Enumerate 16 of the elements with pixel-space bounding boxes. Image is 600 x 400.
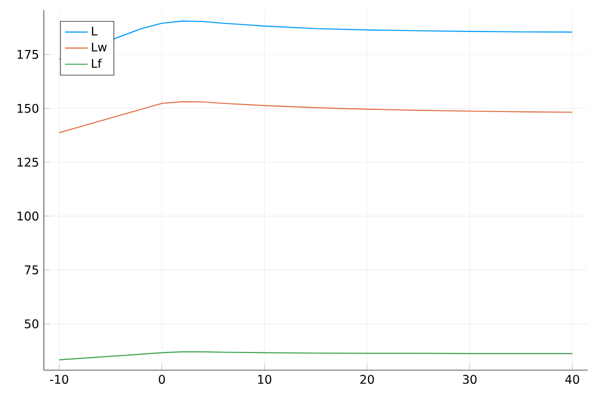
x-tick-label: 20 bbox=[360, 374, 374, 384]
x-tick-label: 10 bbox=[258, 374, 272, 384]
line-series bbox=[58, 101, 573, 134]
y-tick-label: 100 bbox=[18, 212, 38, 221]
x-tick-label: 0 bbox=[158, 374, 165, 384]
legend-label: Lf bbox=[92, 58, 102, 68]
x-tick-label: 40 bbox=[565, 374, 580, 384]
legend-label: Lw bbox=[92, 42, 107, 52]
x-tick-label: 30 bbox=[463, 374, 477, 384]
y-tick-label: 50 bbox=[24, 319, 38, 328]
y-tick-label: 150 bbox=[18, 104, 38, 113]
y-tick-label: 175 bbox=[18, 50, 38, 59]
y-tick-label: 75 bbox=[24, 266, 38, 274]
y-tick-label: 125 bbox=[18, 158, 38, 167]
legend-label: L bbox=[92, 26, 98, 36]
x-tick-label: -10 bbox=[50, 374, 68, 384]
